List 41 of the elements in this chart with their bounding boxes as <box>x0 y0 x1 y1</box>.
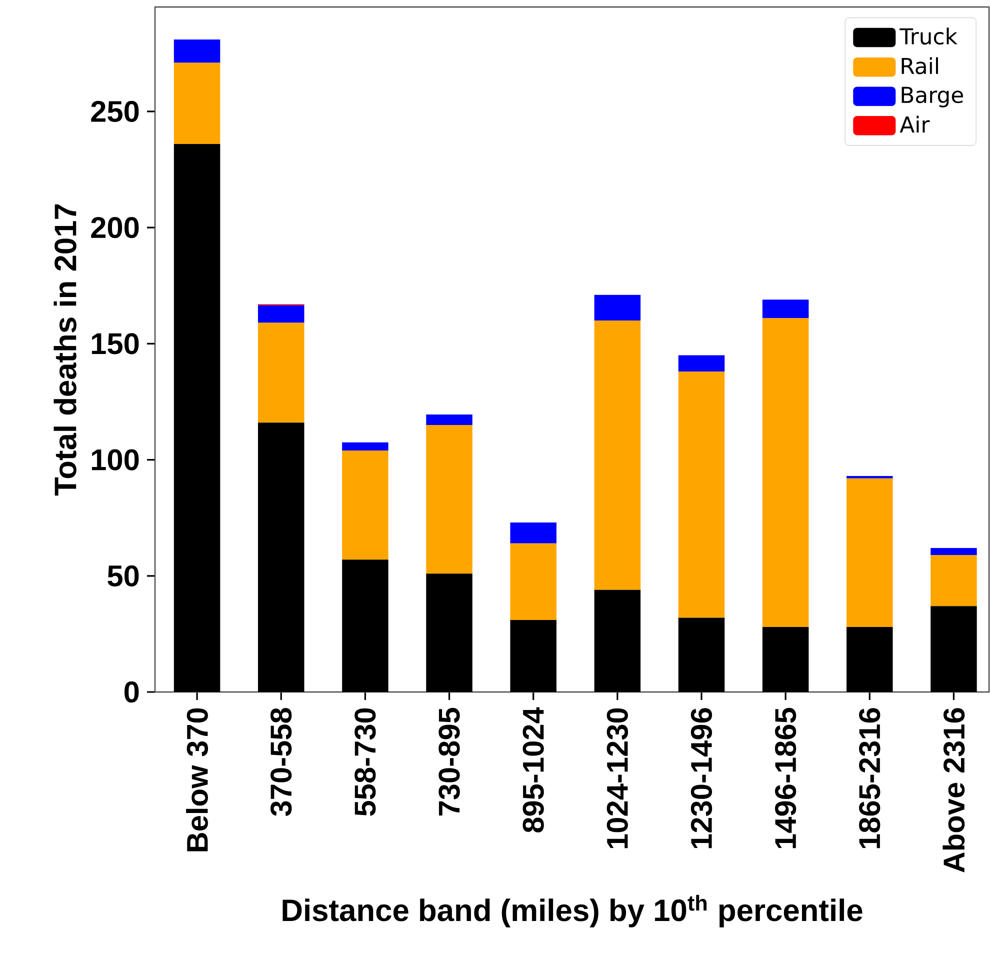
bar <box>930 555 977 606</box>
y-axis-title: Total deaths in 2017 <box>54 204 76 496</box>
x-tick-label: 730-895 <box>438 708 460 816</box>
bar <box>594 320 641 590</box>
bar <box>762 300 809 318</box>
legend-label: Air <box>900 116 930 132</box>
bar <box>678 355 725 372</box>
y-tick-label: 0 <box>124 681 139 703</box>
bar <box>762 318 809 627</box>
x-tick-label: 895-1024 <box>522 707 544 832</box>
bar <box>174 40 220 63</box>
legend-label: Truck <box>900 28 958 45</box>
bar <box>594 294 641 320</box>
x-tick-label: Above 2316 <box>942 708 965 872</box>
x-tick-label: 1496-1865 <box>774 708 796 848</box>
bar <box>678 372 725 618</box>
x-tick-label: 558-730 <box>354 708 376 816</box>
y-tick-label: 100 <box>92 449 139 470</box>
x-tick-label: 370-558 <box>270 708 292 816</box>
bar <box>846 478 893 627</box>
bar <box>174 62 220 144</box>
x-tick-label: 1024-1230 <box>606 708 628 848</box>
y-tick-label: 250 <box>91 100 139 122</box>
x-tick-label: 1865-2316 <box>859 708 880 848</box>
bar <box>258 322 304 423</box>
y-tick-label: 150 <box>92 333 139 354</box>
bar <box>510 543 556 620</box>
legend-label: Rail <box>902 57 938 74</box>
bar <box>510 522 556 544</box>
bar <box>426 424 472 574</box>
x-tick-label: Below 370 <box>186 708 208 852</box>
bar <box>426 414 472 425</box>
x-tick-label: 1230-1496 <box>690 708 712 848</box>
x-axis-title: Distance band (miles) by 10$^{th}$ percentile <box>282 894 862 928</box>
bar <box>258 305 304 323</box>
bar <box>342 442 388 451</box>
bar <box>342 450 388 560</box>
legend-label: Barge <box>902 86 963 108</box>
y-tick-label: 50 <box>108 565 139 586</box>
y-tick-label: 200 <box>91 217 139 238</box>
bar <box>930 548 977 555</box>
